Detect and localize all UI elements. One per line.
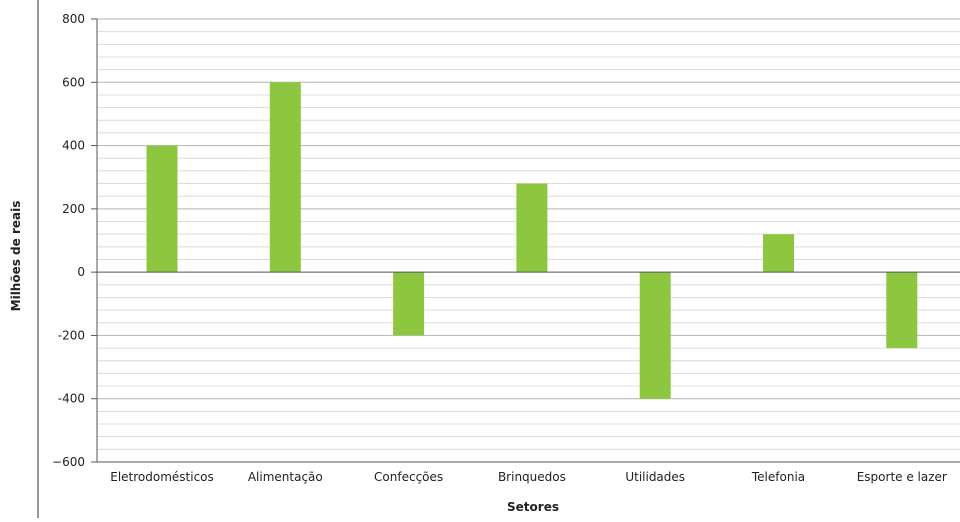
bar-confecções	[393, 272, 425, 336]
x-tick-label: Eletrodomésticos	[110, 470, 214, 484]
y-tick-label: 400	[62, 139, 85, 153]
bar-utilidades	[639, 272, 671, 399]
bar-alimentação	[269, 82, 301, 273]
x-tick-label: Brinquedos	[498, 470, 566, 484]
y-tick-label: 800	[62, 12, 85, 26]
x-tick-label: Confecções	[374, 470, 443, 484]
bar-esporte-e-lazer	[886, 272, 918, 349]
axes	[96, 19, 960, 463]
y-tick-label: -400	[58, 392, 85, 406]
bar-telefonia	[763, 234, 794, 273]
y-tick-label: −600	[52, 455, 85, 469]
bars	[146, 82, 918, 399]
x-axis-title: Setores	[507, 500, 559, 514]
x-tick-label: Alimentação	[248, 470, 323, 484]
bar-brinquedos	[516, 183, 548, 273]
y-tick-label: 600	[62, 75, 85, 89]
x-tick-label: Utilidades	[625, 470, 685, 484]
y-tick-label: 200	[62, 202, 85, 216]
x-tick-label: Telefonia	[751, 470, 805, 484]
y-axis-title: Milhões de reais	[9, 201, 23, 312]
y-tick-label: -200	[58, 328, 85, 342]
x-tick-label: Esporte e lazer	[857, 470, 947, 484]
y-tick-labels: 800 600 400 200 0 -200 -400 −600	[52, 12, 97, 469]
bar-eletrodomésticos	[146, 145, 178, 273]
x-tick-labels: Eletrodomésticos Alimentação Confecções Bri…	[110, 470, 947, 484]
y-tick-label: 0	[77, 265, 85, 279]
